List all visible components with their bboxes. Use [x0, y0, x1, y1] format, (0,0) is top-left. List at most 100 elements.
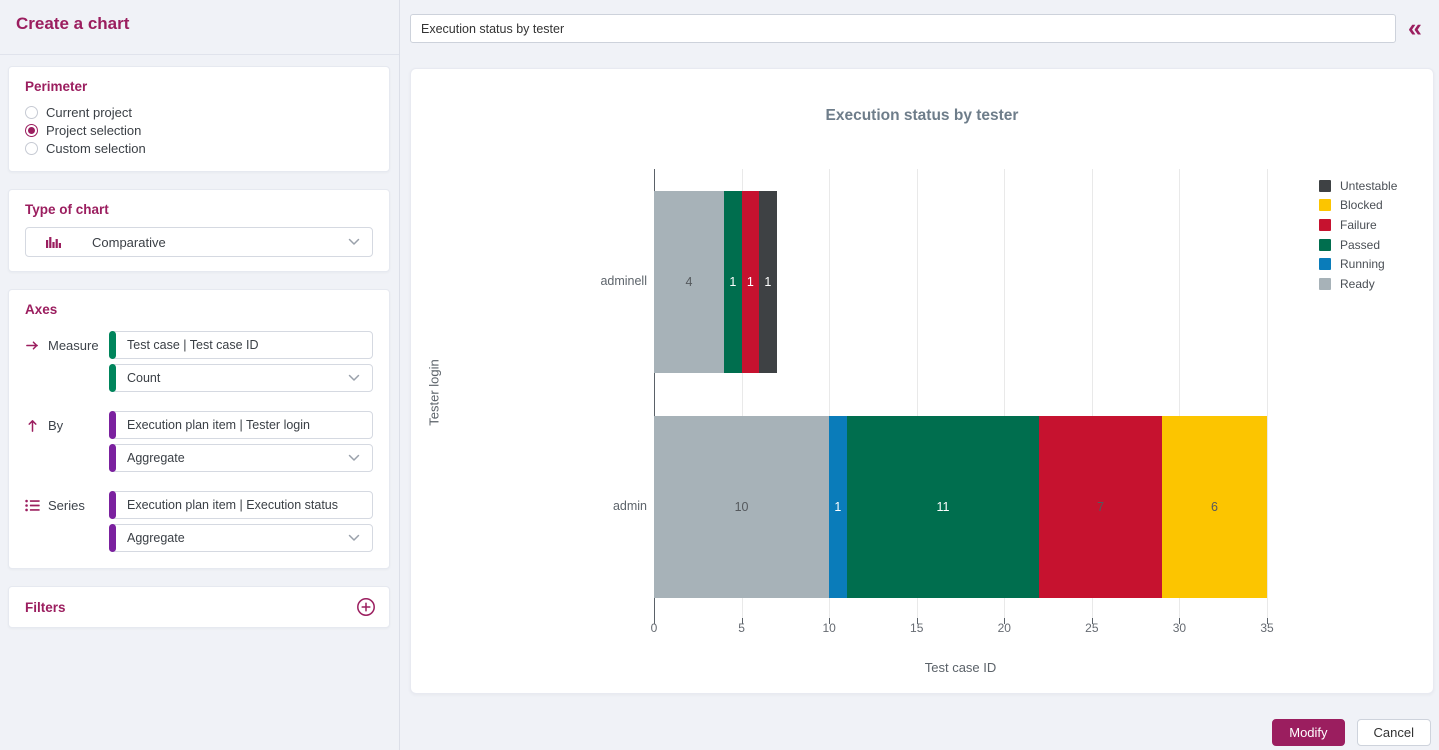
cancel-button[interactable]: Cancel: [1356, 719, 1431, 746]
axis-fields: Execution plan item | Execution status Ag…: [109, 491, 373, 552]
chart-type-select[interactable]: Comparative: [25, 227, 373, 257]
axis-role: Measure: [25, 331, 109, 359]
x-axis-tick-label: 20: [997, 621, 1011, 635]
collapse-panel-icon[interactable]: «: [1408, 14, 1422, 42]
y-axis-line: [654, 169, 655, 618]
x-axis-tick-label: 15: [910, 621, 924, 635]
chevron-down-icon: [348, 534, 360, 542]
axis-group-by: By Execution plan item | Tester login Aggr…: [25, 411, 373, 472]
field-accent: [109, 524, 116, 552]
x-axis-tick: [654, 618, 655, 624]
sidebar: Create a chart Perimeter Current project…: [0, 0, 400, 750]
axis-fields: Execution plan item | Tester login Aggreg…: [109, 411, 373, 472]
axis-role: By: [25, 411, 109, 439]
legend-item: Ready: [1319, 277, 1375, 292]
bar-segment-ready: [654, 191, 725, 373]
bar-value-label: 10: [734, 500, 749, 514]
x-axis-tick: [1091, 618, 1093, 624]
y-axis-category-label: admin: [612, 499, 647, 513]
axis-role: Series: [25, 491, 109, 519]
axes-card: Axes Measure Test case | Test case ID Coun…: [8, 289, 390, 569]
bar-chart-icon: [46, 235, 62, 249]
legend-label: Running: [1340, 257, 1385, 272]
chart-name-input[interactable]: [410, 14, 1396, 43]
legend-label: Blocked: [1340, 198, 1383, 213]
x-axis-tick-label: 35: [1260, 621, 1274, 635]
legend-swatch: [1319, 218, 1331, 231]
axis-operation-value: Aggregate: [127, 451, 185, 465]
bar-segment-failure: [741, 191, 760, 373]
x-axis-tick: [829, 618, 831, 624]
chevron-down-icon: [348, 374, 360, 382]
axis-group-series: Series Execution plan item | Execution st…: [25, 491, 373, 552]
axis-attribute-field[interactable]: Execution plan item | Tester login: [109, 411, 373, 439]
bar-value-label: 1: [729, 275, 737, 289]
list-icon: [25, 499, 40, 512]
axis-operation-select[interactable]: Aggregate: [109, 524, 373, 552]
axis-operation-select[interactable]: Count: [109, 364, 373, 392]
axis-fields: Test case | Test case ID Count: [109, 331, 373, 392]
axis-attribute-value: Execution plan item | Tester login: [127, 418, 310, 432]
chevron-down-icon: [348, 238, 360, 246]
axis-attribute-field[interactable]: Test case | Test case ID: [109, 331, 373, 359]
axis-role-label: By: [48, 417, 64, 433]
filters-card: Filters: [8, 586, 390, 628]
radio-option-label: Current project: [46, 104, 132, 120]
modify-button[interactable]: Modify: [1272, 719, 1345, 746]
radio-option[interactable]: Current project: [25, 103, 373, 121]
axis-operation-value: Count: [127, 371, 161, 385]
legend-item: Blocked: [1319, 198, 1383, 213]
radio-icon: [25, 141, 38, 155]
topbar: «: [410, 14, 1434, 43]
chevron-down-icon: [348, 454, 360, 462]
legend-swatch: [1319, 278, 1331, 290]
axes-rows: Measure Test case | Test case ID Count By Ex…: [25, 331, 373, 552]
bar-segment-blocked: [1161, 416, 1267, 598]
chart-title: Execution status by tester: [825, 107, 1019, 124]
y-axis-title: Tester login: [426, 359, 442, 426]
field-accent: [109, 364, 116, 392]
x-axis-tick: [1004, 618, 1006, 624]
bar-value-label: 1: [834, 500, 842, 514]
radio-option[interactable]: Custom selection: [25, 139, 373, 157]
x-axis-tick: [1267, 618, 1268, 624]
main-content: « Execution status by tester Tester logi…: [400, 0, 1439, 750]
gridline: [916, 169, 918, 618]
x-axis-tick-label: 30: [1172, 621, 1187, 635]
chart-type-card: Type of chart Comparative: [8, 189, 390, 272]
y-axis-category-label: adminell: [600, 274, 647, 288]
axis-operation-select[interactable]: Aggregate: [109, 444, 373, 472]
bar-value-label: 11: [936, 500, 950, 514]
axes-title: Axes: [25, 302, 58, 317]
field-accent: [109, 331, 116, 359]
x-axis-tick: [741, 618, 743, 624]
bar-segment-passed: [724, 191, 742, 373]
bar-value-label: 7: [1097, 500, 1105, 514]
gridline: [1179, 169, 1181, 618]
arrow-right-icon: [25, 338, 40, 353]
bar-value-label: 1: [764, 275, 772, 289]
legend-label: Ready: [1340, 277, 1375, 291]
legend-label: Untestable: [1340, 178, 1398, 193]
axis-attribute-value: Execution plan item | Execution status: [127, 498, 338, 512]
legend-label: Failure: [1340, 217, 1377, 232]
legend-item: Passed: [1319, 237, 1380, 252]
legend-swatch: [1319, 258, 1331, 271]
action-bar: Modify Cancel: [410, 719, 1434, 746]
filters-title: Filters: [25, 599, 66, 615]
axis-attribute-field[interactable]: Execution plan item | Execution status: [109, 491, 373, 519]
radio-option-label: Custom selection: [46, 140, 146, 156]
sidebar-header: Create a chart: [0, 0, 399, 55]
bar-segment-untestable: [759, 191, 777, 373]
axis-role-label: Series: [48, 497, 85, 513]
gridline: [1267, 169, 1268, 618]
perimeter-options: Current project Project selection Custom s…: [25, 103, 373, 157]
field-accent: [109, 444, 116, 472]
radio-option[interactable]: Project selection: [25, 121, 373, 139]
radio-option-label: Project selection: [46, 122, 142, 138]
legend-item: Failure: [1319, 217, 1377, 232]
add-filter-button[interactable]: [356, 597, 376, 617]
bar-segment-passed: [846, 416, 1040, 598]
axis-attribute-value: Test case | Test case ID: [127, 338, 259, 352]
page-title: Create a chart: [16, 14, 130, 33]
